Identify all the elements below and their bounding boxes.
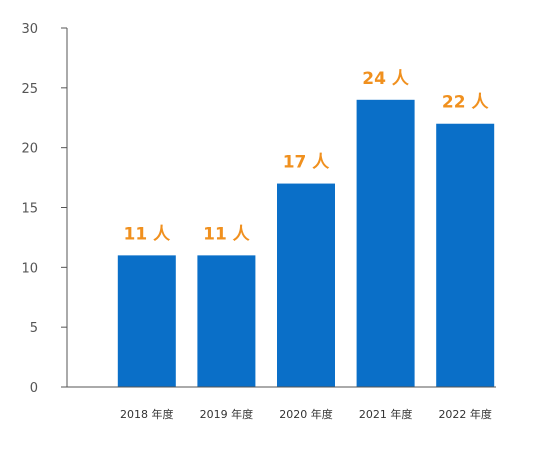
- data-label: 11 人: [203, 224, 251, 244]
- bar: [436, 123, 495, 387]
- x-tick-label: 2021 年度: [359, 407, 413, 421]
- bar: [277, 183, 335, 387]
- bar: [197, 255, 256, 387]
- y-tick-label: 5: [30, 321, 38, 336]
- x-tick-label: 2022 年度: [438, 407, 492, 421]
- y-tick-label: 30: [21, 22, 38, 37]
- data-label: 11 人: [124, 224, 172, 244]
- bar: [356, 99, 415, 388]
- data-label: 17 人: [283, 153, 331, 173]
- bar: [117, 255, 176, 387]
- y-tick-label: 0: [30, 381, 38, 396]
- y-axis: 0 5 10 15 20 25 30: [21, 22, 68, 396]
- data-label: 24 人: [362, 69, 410, 89]
- x-tick-label: 2020 年度: [279, 407, 333, 421]
- x-tick-label: 2019 年度: [200, 407, 254, 421]
- y-tick-label: 20: [21, 142, 38, 157]
- y-tick-label: 15: [21, 202, 38, 217]
- y-tick-label: 25: [21, 82, 38, 97]
- bars: [117, 99, 495, 388]
- data-label: 22 人: [442, 93, 490, 113]
- x-tick-label: 2018 年度: [120, 407, 174, 421]
- y-tick-label: 10: [21, 261, 38, 276]
- x-axis: 2018 年度 2019 年度 2020 年度 2021 年度 2022 年度: [67, 386, 496, 421]
- data-labels: 11 人 11 人 17 人 24 人 22 人: [124, 69, 490, 245]
